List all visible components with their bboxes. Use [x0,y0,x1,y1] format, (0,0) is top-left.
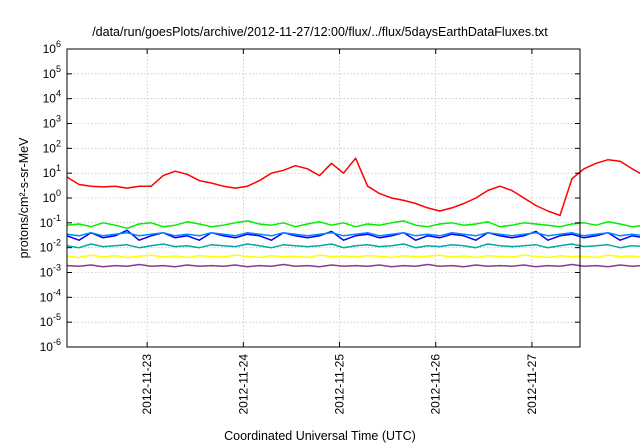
series-line [66,157,640,217]
series-line [66,254,640,259]
y-tick-label: 100 [43,188,61,205]
x-axis-label: Coordinated Universal Time (UTC) [224,429,416,443]
y-tick-label: 104 [43,89,61,106]
x-tick-label: 2012-11-24 [236,354,250,415]
series-line [66,220,640,230]
chart-title: /data/run/goesPlots/archive/2012-11-27/1… [92,25,548,39]
x-tick-label: 2012-11-27 [525,354,539,415]
grid-lines [67,49,580,347]
x-tick-labels: 2012-11-23 2012-11-24 2012-11-25 2012-11-26… [140,49,539,415]
y-tick-label: 10-1 [40,213,61,230]
series-line [66,263,640,268]
y-tick-label: 10-4 [40,287,61,304]
y-tick-label: 103 [43,114,61,131]
y-tick-label: 10-6 [40,337,61,354]
y-tick-label: 10-3 [40,263,61,280]
x-tick-label: 2012-11-25 [333,354,347,415]
y-tick-label: 10-5 [40,312,61,329]
series-layer [66,157,640,268]
y-tick-label: 106 [43,39,61,56]
series-line [66,229,640,241]
y-tick-label: 101 [43,163,61,180]
y-tick-label: 102 [43,138,61,155]
y-tick-labels: 10-6 10-5 10-4 10-3 10-2 10-1 100 101 102 103 104 1… [40,39,580,354]
y-tick-label: 10-2 [40,238,61,255]
x-tick-label: 2012-11-26 [429,354,443,415]
x-tick-label: 2012-11-23 [140,354,154,415]
series-line [66,243,640,249]
y-tick-label: 105 [43,64,61,81]
y-axis-label: protons/cm²-s-sr-MeV [17,137,31,259]
series-line [66,231,640,237]
